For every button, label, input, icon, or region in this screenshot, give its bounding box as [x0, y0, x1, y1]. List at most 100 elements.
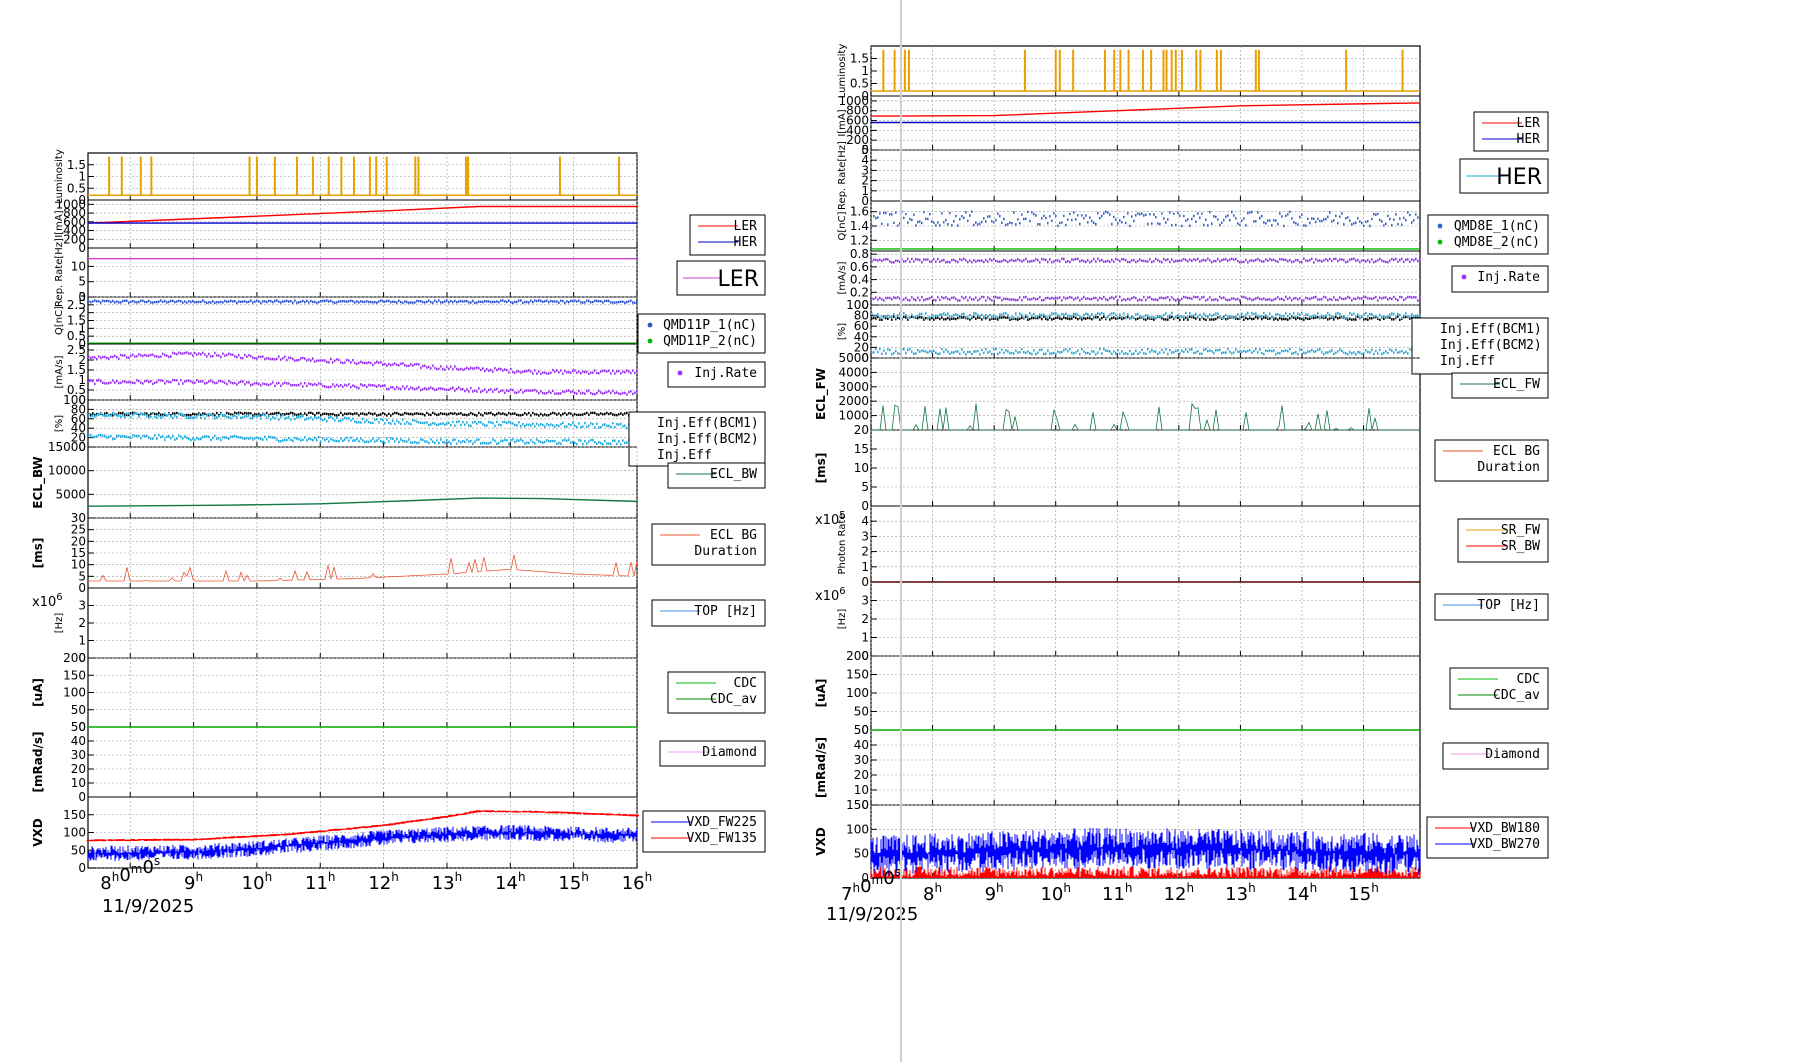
x-tick-label: 8h0m0s [100, 854, 160, 894]
legend-label: TOP [Hz] [1477, 598, 1540, 613]
x-tick-unit: h [455, 870, 463, 884]
y-tick-label: 0 [861, 298, 869, 312]
y-tick-label: 50 [71, 703, 86, 717]
legend-ecl-bw: ECL_BW [667, 462, 766, 489]
y-tick-label: 0 [861, 871, 869, 885]
legend-ecl-fw: ECL_FW [1451, 372, 1549, 399]
series-inj-eff-bcm1- [871, 315, 1421, 321]
legend-box [689, 214, 766, 256]
y-tick-label: 0 [861, 649, 869, 663]
y-tick-label: 40 [71, 734, 86, 748]
y-tick-label: 20 [854, 423, 869, 437]
y-tick-label: 20 [71, 762, 86, 776]
legend-label: Inj.Eff(BCM1) [657, 416, 759, 431]
y-tick-label: 200 [63, 651, 86, 665]
series-inj-rate [88, 351, 638, 376]
x-tick-label: 15h [558, 870, 589, 894]
y-tick-label: 1 [861, 64, 869, 78]
legend-label: Inj.Rate [694, 366, 757, 381]
y-tick-label: 0.5 [850, 77, 869, 91]
x-tick-label: 11h [1102, 881, 1133, 905]
x-tick-number: 8 [923, 884, 934, 905]
y-axis-label: [ms] [31, 538, 45, 569]
x-tick-label: 7h0m0s [841, 865, 901, 905]
panel-top: 0 1 2 3 [Hz] x106 TOP [Hz] [32, 587, 766, 665]
y-tick-label: 30 [71, 511, 86, 525]
y-tick-label: 1.5 [67, 314, 86, 328]
legend-label: ECL_FW [1493, 377, 1540, 392]
y-tick-label: 0.6 [850, 260, 869, 274]
x-tick-unit: s [895, 865, 901, 879]
x-tick-unit: h [391, 870, 399, 884]
y-tick-label: 200 [846, 133, 869, 147]
series-trace [88, 378, 638, 396]
y-tick-label: 1000 [55, 197, 86, 211]
legend-label: Inj.Eff [657, 448, 712, 463]
y-tick-label: 0 [861, 194, 869, 208]
y-tick-label: 1 [78, 634, 86, 648]
x-tick-number: 0 [860, 876, 871, 897]
y-tick-label: 10000 [48, 464, 86, 478]
y-tick-label: 50 [854, 723, 869, 737]
y-axis-label: [Hz] [54, 613, 65, 634]
legend-box [651, 523, 766, 566]
x-tick-number: 0 [142, 857, 153, 878]
panel-inj-rate: 00.20.40.60.8[mA/s] Inj.Rate [837, 247, 1549, 312]
panel-inj-rate: 00.511.522.5[mA/s] Inj.Rate [54, 343, 766, 407]
legend-box [1457, 518, 1549, 563]
x-tick-number: 10 [1040, 884, 1063, 905]
legend-diamond: Diamond [659, 740, 766, 767]
y-tick-label: 2 [861, 174, 869, 188]
axis-multiplier: x106 [32, 592, 63, 610]
y-tick-label: 800 [846, 104, 869, 118]
x-tick-number: 0 [119, 865, 130, 886]
series-inj-eff [871, 347, 1421, 356]
x-tick-number: 10 [242, 873, 265, 894]
legend-box [667, 462, 766, 489]
legend-label: QMD11P_2(nC) [663, 334, 757, 349]
x-tick-number: 16 [622, 873, 645, 894]
series-inj-eff-bcm2- [871, 311, 1421, 320]
y-axis-label: [uA] [814, 679, 828, 708]
y-tick-label: 1 [861, 184, 869, 198]
y-tick-label: 100 [63, 826, 86, 840]
legend-swatch [1437, 239, 1443, 245]
x-tick-label: 9h [184, 870, 203, 894]
y-axis-label: ECL_FW [814, 368, 829, 420]
legend-label: CDC_av [1493, 688, 1540, 703]
y-tick-label: 40 [71, 421, 86, 435]
y-tick-label: 50 [854, 847, 869, 861]
y-tick-label: 3 [861, 594, 869, 608]
axis-multiplier: x106 [815, 586, 846, 604]
y-tick-label: 5 [861, 480, 869, 494]
y-tick-label: 1.6 [850, 205, 869, 219]
legend-box [1427, 214, 1549, 255]
x-tick-label: 10h [1040, 881, 1071, 905]
x-tick-unit: m [872, 873, 884, 887]
legend-label: LER [734, 219, 758, 234]
series-trace [871, 295, 1421, 302]
y-tick-label: 2 [78, 616, 86, 630]
y-tick-label: 20 [854, 340, 869, 354]
legend-diamond: Diamond [1442, 742, 1549, 770]
y-tick-label: 1 [78, 321, 86, 335]
y-tick-label: 10 [854, 783, 869, 797]
x-tick-unit: h [1310, 881, 1318, 895]
legend-label: QMD8E_2(nC) [1454, 235, 1540, 250]
y-tick-label: 100 [63, 393, 86, 407]
y-tick-label: 0 [78, 393, 86, 407]
y-axis-label: [%] [837, 323, 848, 340]
y-tick-label: 0 [78, 861, 86, 875]
y-tick-label: 15 [71, 546, 86, 560]
plot-frame [87, 152, 638, 869]
y-tick-label: 0.5 [67, 329, 86, 343]
legend-box [1473, 111, 1549, 152]
